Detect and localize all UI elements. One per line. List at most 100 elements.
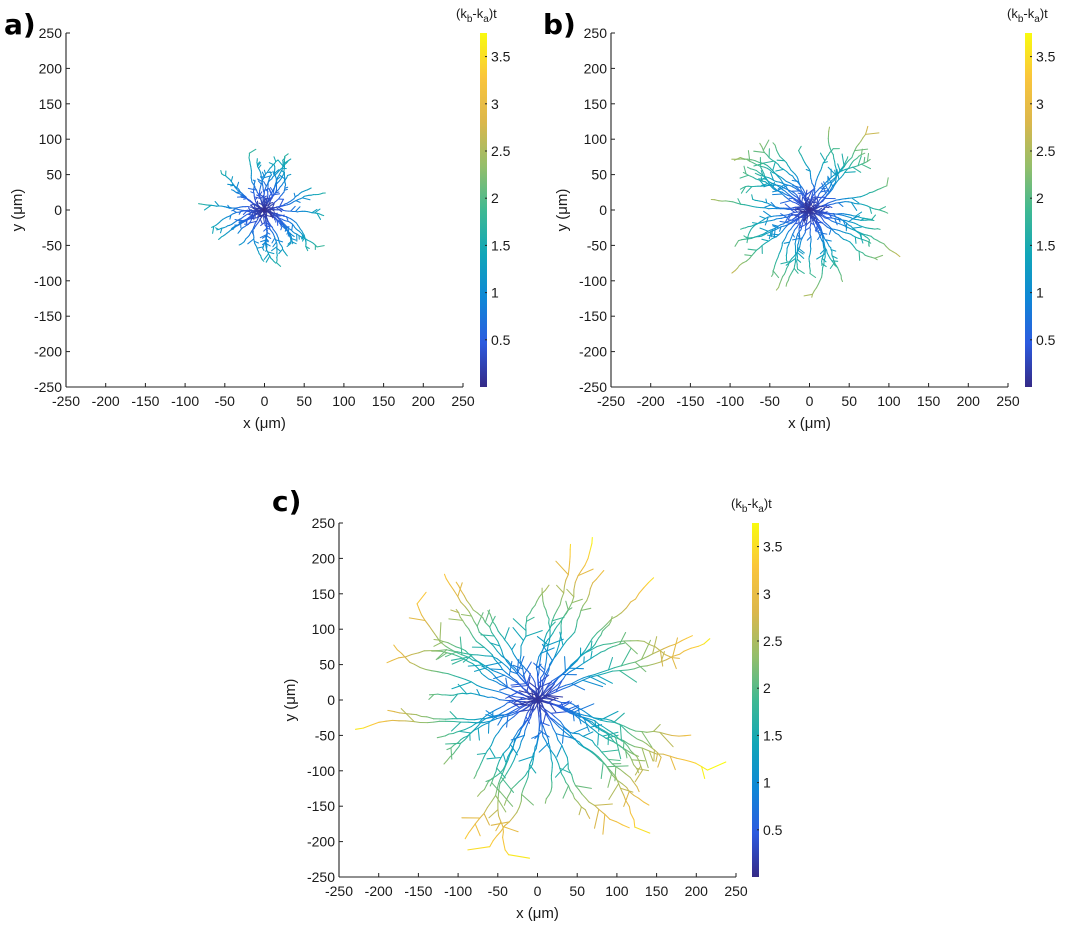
branch-segment bbox=[577, 677, 584, 681]
branch-segment bbox=[468, 653, 473, 658]
branch-segment bbox=[286, 173, 292, 177]
branch-segment bbox=[258, 191, 263, 197]
branch-segment bbox=[466, 692, 472, 695]
branch-segment bbox=[503, 772, 508, 780]
x-tick-label: 100 bbox=[605, 883, 629, 899]
branch-segment bbox=[672, 653, 681, 657]
branch-segment bbox=[448, 618, 464, 621]
branch-segment bbox=[638, 797, 645, 803]
branch-segment bbox=[512, 812, 518, 819]
branch-segment bbox=[549, 750, 552, 755]
branch-segment bbox=[548, 702, 557, 713]
branch-segment bbox=[272, 241, 277, 248]
branch-segment bbox=[516, 747, 521, 754]
branch-segment bbox=[755, 163, 761, 167]
colorbar: 0.511.522.533.5(kb-ka)t bbox=[1007, 6, 1056, 387]
branch-segment bbox=[491, 672, 496, 677]
branch-segment bbox=[596, 637, 600, 642]
branch-segment bbox=[838, 198, 844, 201]
branch-segment bbox=[563, 707, 570, 711]
branch-segment bbox=[538, 652, 542, 658]
branch-segment bbox=[453, 675, 460, 678]
branch-segment bbox=[824, 245, 827, 251]
branch-segment bbox=[568, 664, 572, 669]
branch-segment bbox=[496, 661, 501, 667]
branch-segment bbox=[478, 763, 482, 769]
branch-segment bbox=[464, 624, 470, 630]
branch-segment bbox=[499, 665, 504, 671]
colorbar-tick-label: 1.5 bbox=[763, 727, 783, 743]
branch-segment bbox=[794, 222, 802, 225]
branch-segment bbox=[524, 716, 527, 721]
branch-segment bbox=[257, 180, 262, 185]
branch-segment bbox=[502, 831, 504, 838]
branch-segment bbox=[738, 262, 744, 267]
branch-segment bbox=[869, 206, 873, 214]
branch-segment bbox=[882, 185, 888, 188]
branch-segment bbox=[496, 681, 501, 685]
branch-segment bbox=[611, 771, 617, 778]
branch-segment bbox=[854, 146, 857, 152]
branch-segment bbox=[583, 716, 591, 720]
branch-segment bbox=[876, 239, 881, 243]
colorbar-title-subscript: b bbox=[742, 504, 748, 515]
branch-segment bbox=[507, 709, 515, 715]
branch-segment bbox=[761, 242, 766, 247]
branch-segment bbox=[502, 749, 507, 755]
branch-segment bbox=[481, 664, 486, 669]
branch-segment bbox=[416, 591, 427, 605]
branch-segment bbox=[777, 176, 782, 180]
branch-segment bbox=[404, 653, 413, 658]
branch-segment bbox=[615, 722, 621, 726]
branch-segment bbox=[482, 720, 492, 724]
branch-segment bbox=[759, 215, 766, 220]
branch-segment bbox=[573, 738, 580, 743]
branch-segment bbox=[565, 609, 569, 614]
branch-segment bbox=[808, 212, 812, 217]
branch-segment bbox=[520, 677, 527, 685]
colorbar-tick-label: 2.5 bbox=[491, 143, 511, 159]
x-tick-label: -50 bbox=[760, 393, 780, 409]
branch-segment bbox=[752, 168, 757, 172]
branch-segment bbox=[775, 259, 778, 264]
branch-segment bbox=[633, 819, 636, 828]
branch-segment bbox=[823, 242, 826, 247]
x-tick-label: -100 bbox=[171, 393, 199, 409]
branch-segment bbox=[543, 605, 547, 611]
branch-segment bbox=[763, 210, 772, 218]
branch-segment bbox=[583, 718, 589, 722]
branch-segment bbox=[488, 809, 499, 819]
branch-segment bbox=[218, 237, 221, 240]
branch-segment bbox=[480, 672, 485, 677]
branch-segment bbox=[539, 681, 553, 688]
branch-segment bbox=[595, 573, 602, 580]
branch-segment bbox=[474, 823, 481, 837]
branch-segment bbox=[606, 765, 629, 768]
branch-segment bbox=[448, 732, 454, 735]
branch-segment bbox=[508, 674, 514, 679]
branch-segment bbox=[476, 612, 484, 627]
branch-segment bbox=[601, 669, 610, 673]
branch-segment bbox=[503, 699, 509, 702]
branch-segment bbox=[290, 205, 296, 212]
branch-segment bbox=[476, 752, 487, 755]
branch-segment bbox=[790, 192, 795, 197]
branch-segment bbox=[828, 144, 831, 150]
branch-segment bbox=[637, 640, 645, 642]
branch-segment bbox=[829, 261, 836, 270]
branch-segment bbox=[858, 250, 864, 254]
y-tick-label: -150 bbox=[307, 798, 335, 814]
branch-segment bbox=[588, 673, 596, 677]
branch-segment bbox=[529, 704, 532, 710]
branch-segment bbox=[442, 640, 449, 644]
branch-segment bbox=[534, 686, 537, 692]
branch-segment bbox=[596, 674, 613, 684]
branch-segment bbox=[783, 184, 788, 189]
branch-segment bbox=[731, 270, 736, 274]
branch-segment bbox=[683, 647, 692, 652]
branch-segment bbox=[551, 679, 557, 685]
branch-segment bbox=[503, 800, 507, 806]
branch-segment bbox=[605, 737, 611, 741]
branch-segment bbox=[571, 596, 575, 604]
branch-segment bbox=[602, 731, 619, 737]
